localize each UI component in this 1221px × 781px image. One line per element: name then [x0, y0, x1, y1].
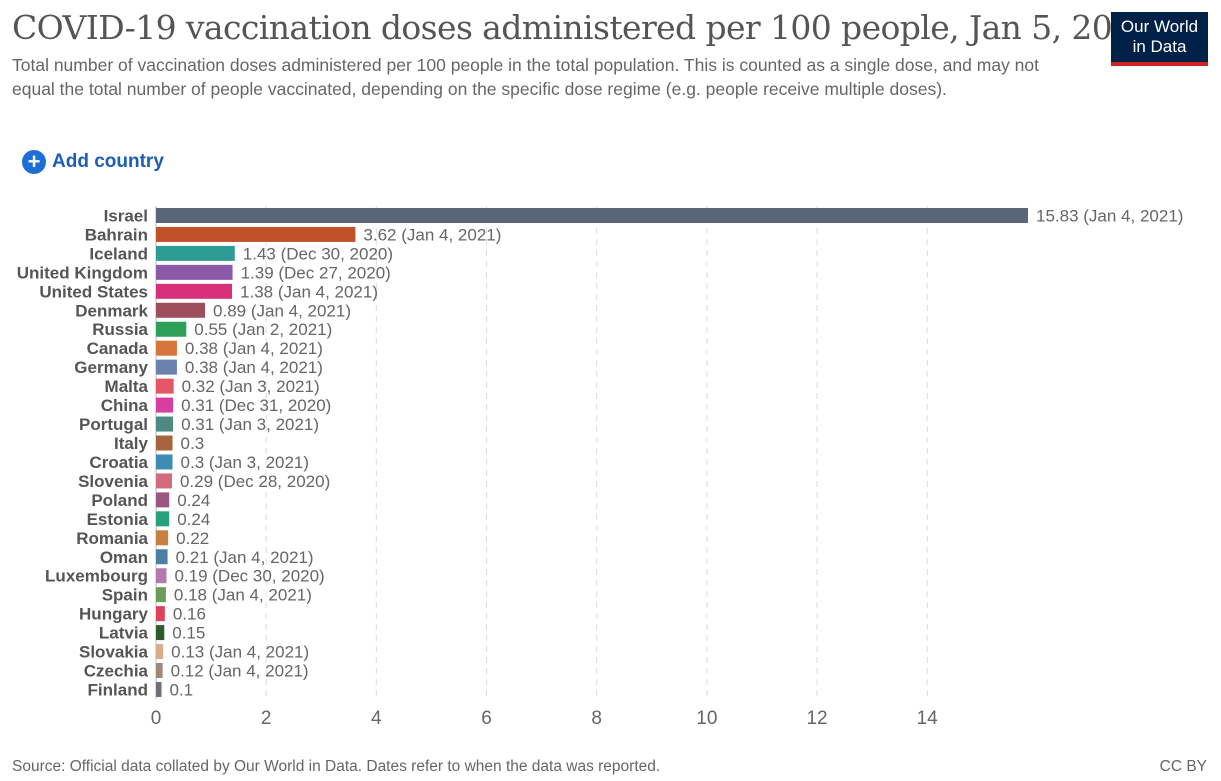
bar-1 — [156, 226, 356, 242]
value-label-3: 1.39 (Dec 27, 2020) — [241, 263, 391, 282]
bar-0 — [156, 207, 1028, 223]
bar-14 — [156, 473, 172, 489]
value-label-25: 0.1 — [170, 680, 194, 699]
license-link[interactable]: CC BY — [1159, 758, 1207, 775]
bar-12 — [156, 435, 173, 451]
category-label-17: Romania — [76, 529, 148, 548]
category-label-16: Estonia — [87, 510, 149, 529]
value-label-11: 0.31 (Jan 3, 2021) — [181, 415, 319, 434]
bar-2 — [156, 245, 235, 261]
category-label-24: Czechia — [84, 662, 149, 681]
bar-15 — [156, 492, 170, 508]
category-label-3: United Kingdom — [17, 263, 148, 282]
category-label-20: Spain — [102, 586, 148, 605]
x-axis-ticks: 0 2 4 6 8 10 12 14 — [151, 708, 938, 729]
logo-line-1: Our World — [1120, 17, 1199, 36]
value-label-19: 0.19 (Dec 30, 2020) — [174, 567, 324, 586]
bar-9 — [156, 378, 174, 394]
bar-20 — [156, 587, 166, 603]
category-label-21: Hungary — [79, 605, 149, 624]
value-label-24: 0.12 (Jan 4, 2021) — [171, 662, 309, 681]
bar-6 — [156, 321, 187, 337]
value-label-9: 0.32 (Jan 3, 2021) — [182, 377, 320, 396]
value-label-15: 0.24 — [177, 491, 210, 510]
value-label-21: 0.16 — [173, 605, 206, 624]
value-label-2: 1.43 (Dec 30, 2020) — [243, 244, 393, 263]
category-label-2: Iceland — [89, 244, 148, 263]
category-label-18: Oman — [100, 548, 148, 567]
bar-22 — [156, 625, 165, 641]
category-label-5: Denmark — [75, 301, 148, 320]
owid-logo[interactable]: Our World in Data — [1111, 12, 1208, 66]
category-label-13: Croatia — [89, 453, 148, 472]
bar-13 — [156, 454, 173, 470]
category-label-14: Slovenia — [78, 472, 148, 491]
bar-chart: Israel 15.83 (Jan 4, 2021) Bahrain 3.62 (Ja… — [17, 206, 1184, 729]
value-label-22: 0.15 — [172, 624, 205, 643]
bar-24 — [156, 663, 163, 679]
value-label-0: 15.83 (Jan 4, 2021) — [1036, 206, 1183, 225]
x-tick-label-7: 14 — [917, 708, 939, 729]
value-label-17: 0.22 — [176, 529, 209, 548]
value-label-12: 0.3 — [181, 434, 205, 453]
value-label-7: 0.38 (Jan 4, 2021) — [185, 339, 323, 358]
x-tick-label-2: 4 — [371, 708, 382, 729]
bar-21 — [156, 606, 165, 622]
value-label-10: 0.31 (Dec 31, 2020) — [181, 396, 331, 415]
value-label-8: 0.38 (Jan 4, 2021) — [185, 358, 323, 377]
category-label-9: Malta — [105, 377, 149, 396]
logo-line-2: in Data — [1132, 37, 1187, 56]
bar-3 — [156, 264, 233, 280]
x-tick-label-6: 12 — [806, 708, 827, 729]
bar-19 — [156, 568, 167, 584]
value-label-14: 0.29 (Dec 28, 2020) — [180, 472, 330, 491]
category-label-1: Bahrain — [85, 225, 148, 244]
bar-18 — [156, 549, 168, 565]
category-label-6: Russia — [92, 320, 148, 339]
category-label-12: Italy — [114, 434, 149, 453]
category-label-23: Slovakia — [79, 643, 149, 662]
bar-10 — [156, 397, 174, 413]
value-label-23: 0.13 (Jan 4, 2021) — [171, 643, 309, 662]
x-tick-label-1: 2 — [261, 708, 272, 729]
x-tick-label-5: 10 — [696, 708, 717, 729]
category-label-15: Poland — [91, 491, 148, 510]
bar-16 — [156, 511, 170, 527]
bar-5 — [156, 302, 206, 318]
x-tick-label-0: 0 — [151, 708, 162, 729]
bar-7 — [156, 340, 177, 356]
category-label-4: United States — [39, 282, 148, 301]
value-label-4: 1.38 (Jan 4, 2021) — [240, 282, 378, 301]
category-label-25: Finland — [88, 680, 148, 699]
value-label-16: 0.24 — [177, 510, 210, 529]
value-label-20: 0.18 (Jan 4, 2021) — [174, 586, 312, 605]
bar-8 — [156, 359, 177, 375]
category-label-8: Germany — [74, 358, 148, 377]
bar-23 — [156, 644, 164, 660]
bars: Israel 15.83 (Jan 4, 2021) Bahrain 3.62 (Ja… — [17, 206, 1184, 699]
chart-title: COVID-19 vaccination doses administered … — [12, 8, 1154, 47]
category-label-7: Canada — [87, 339, 149, 358]
value-label-18: 0.21 (Jan 4, 2021) — [176, 548, 314, 567]
value-label-5: 0.89 (Jan 4, 2021) — [213, 301, 351, 320]
category-label-19: Luxembourg — [45, 567, 148, 586]
category-label-10: China — [101, 396, 149, 415]
value-label-1: 3.62 (Jan 4, 2021) — [363, 225, 501, 244]
x-tick-label-4: 8 — [591, 708, 602, 729]
category-label-0: Israel — [104, 206, 148, 225]
value-label-13: 0.3 (Jan 3, 2021) — [181, 453, 310, 472]
source-note: Source: Official data collated by Our Wo… — [12, 758, 661, 775]
add-country-button[interactable]: + Add country — [22, 150, 164, 174]
add-country-label: Add country — [52, 151, 164, 172]
chart-subtitle: Total number of vaccination doses admini… — [12, 55, 1039, 99]
x-tick-label-3: 6 — [481, 708, 492, 729]
category-label-11: Portugal — [79, 415, 148, 434]
bar-17 — [156, 530, 169, 546]
bar-11 — [156, 416, 174, 432]
bar-25 — [156, 681, 162, 697]
bar-4 — [156, 283, 233, 299]
value-label-6: 0.55 (Jan 2, 2021) — [194, 320, 332, 339]
plus-circle-icon: + — [22, 150, 46, 174]
category-label-22: Latvia — [99, 624, 149, 643]
